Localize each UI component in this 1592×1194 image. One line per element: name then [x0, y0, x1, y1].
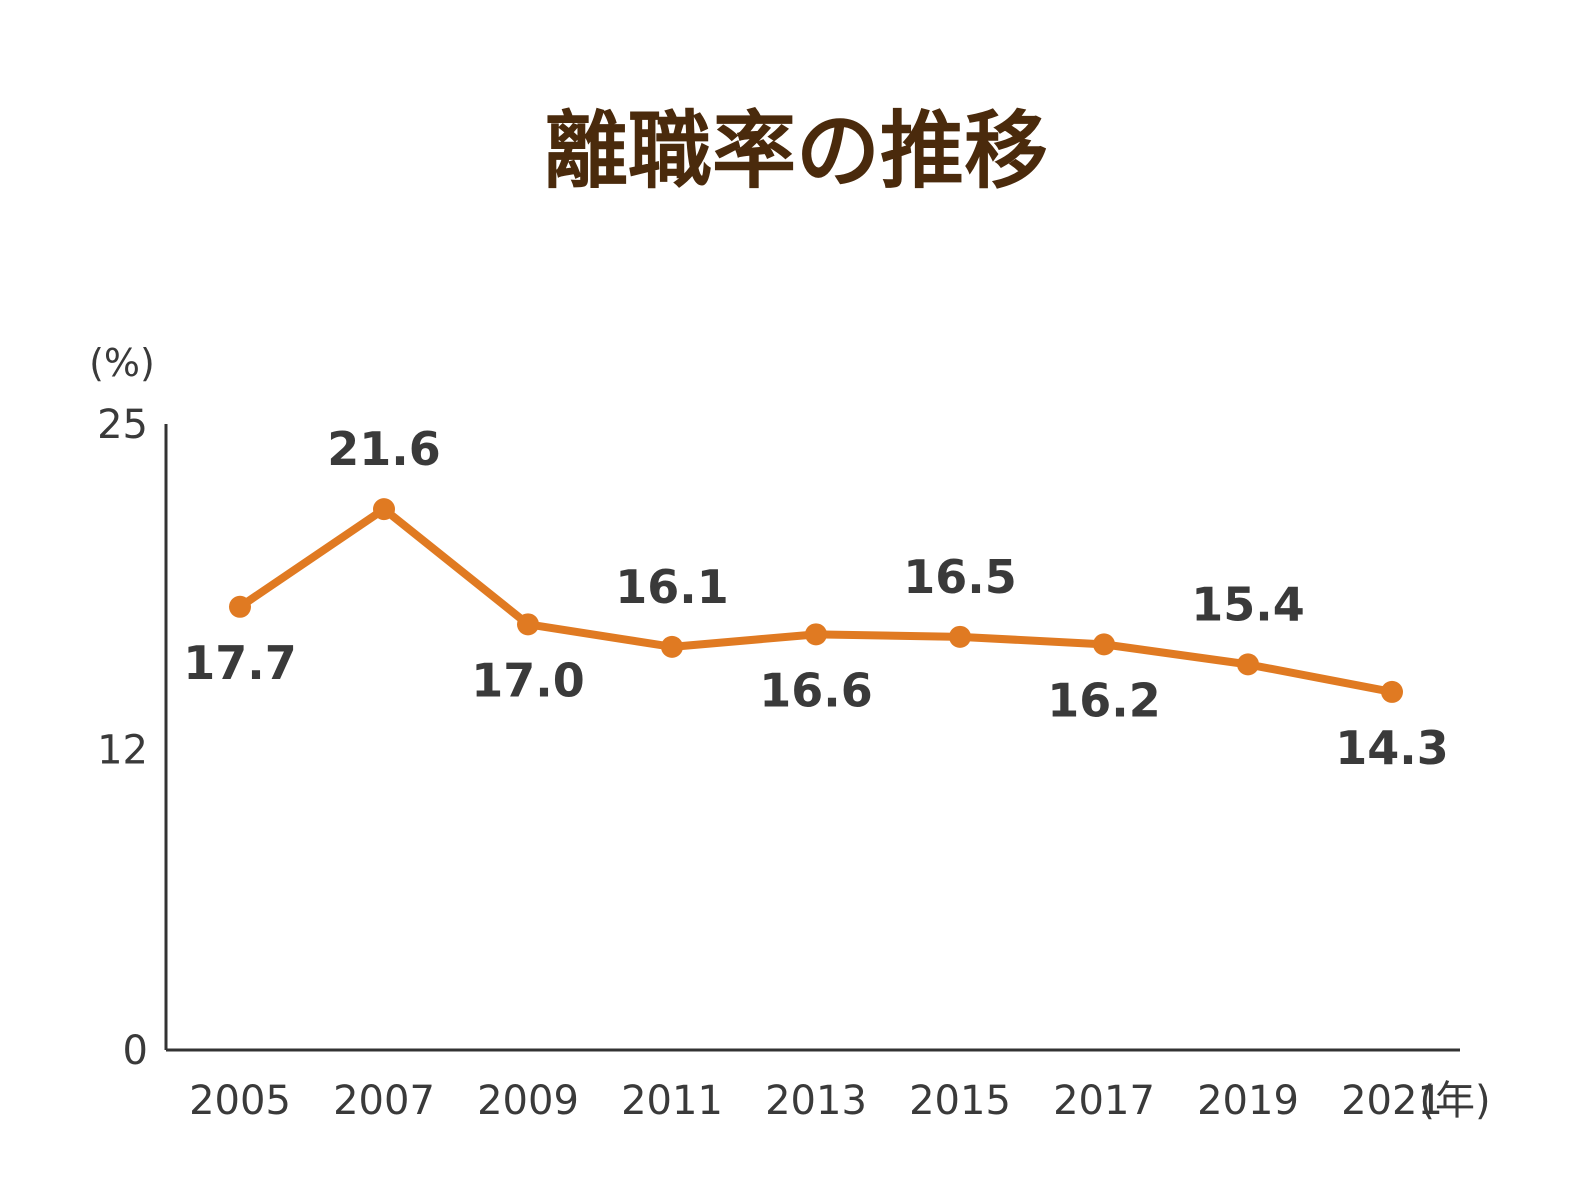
data-label: 16.5 [903, 550, 1017, 604]
y-axis-unit-label: (%) [89, 341, 155, 385]
data-point [949, 625, 971, 648]
x-tick-label: 2005 [189, 1078, 291, 1124]
x-tick-label: 2017 [1053, 1078, 1155, 1124]
data-labels: 17.7 21.6 17.0 16.1 16.6 16.5 16.2 15.4 14.3 [183, 422, 1449, 775]
data-label: 17.0 [471, 653, 585, 707]
x-tick-label: 2011 [621, 1078, 723, 1124]
x-tick-label: 2013 [765, 1078, 867, 1124]
data-label: 16.1 [615, 560, 729, 614]
x-tick-label: 2007 [333, 1078, 435, 1124]
data-point [805, 623, 827, 646]
data-point [1237, 653, 1259, 676]
y-tick-label: 0 [123, 1028, 148, 1074]
data-points [229, 498, 1403, 703]
data-label: 14.3 [1335, 721, 1449, 775]
data-point [373, 498, 395, 521]
data-point [1381, 680, 1403, 703]
data-point [1093, 633, 1115, 656]
y-tick-label: 25 [97, 402, 148, 448]
x-axis-unit-label: (年) [1419, 1078, 1490, 1124]
x-tick-label: 2009 [477, 1078, 579, 1124]
x-tick-label: 2015 [909, 1078, 1011, 1124]
chart-title: 離職率の推移 [544, 102, 1048, 200]
x-tick-label: 2021 [1341, 1078, 1443, 1124]
data-label: 21.6 [327, 422, 441, 476]
x-tick-labels: 2005 2007 2009 2011 2013 2015 2017 2019 2021 [189, 1078, 1443, 1124]
y-tick-labels: 0 12 25 [97, 402, 148, 1074]
data-label: 17.7 [183, 636, 297, 690]
data-point [229, 595, 251, 618]
data-label: 16.2 [1047, 673, 1161, 727]
data-label: 16.6 [759, 663, 873, 717]
data-point [661, 635, 683, 658]
y-tick-label: 12 [97, 728, 148, 774]
data-label: 15.4 [1191, 577, 1305, 631]
data-point [517, 613, 539, 636]
x-tick-label: 2019 [1197, 1078, 1299, 1124]
